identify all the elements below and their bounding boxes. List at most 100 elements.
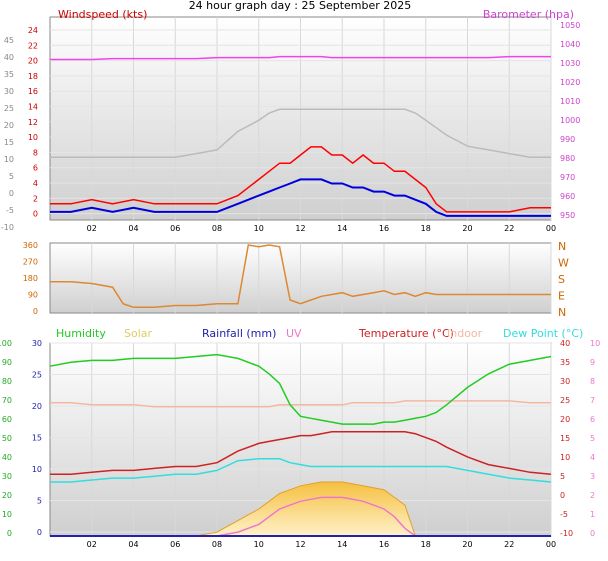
windspeed-tick-label: 18 (28, 72, 38, 81)
temperature-tick-label: 0 (9, 189, 14, 198)
direction-degree-label: 180 (23, 274, 38, 283)
x-tick-label: 04 (128, 540, 138, 549)
temperature-tick-label: 40 (4, 53, 14, 62)
compass-label: N (558, 240, 566, 253)
wind-direction-series (50, 244, 551, 309)
rain-tick-label: 20 (32, 402, 42, 411)
x-tick-label: 08 (212, 224, 222, 233)
x-tick-label: 06 (170, 224, 180, 233)
uv-tick-label: 7 (590, 396, 595, 405)
humidity-tick-label: 50 (2, 434, 12, 443)
uv-tick-label: 0 (590, 529, 595, 538)
uv-tick-label: 10 (590, 339, 600, 348)
compass-label: W (558, 257, 569, 270)
uv-tick-label: 8 (590, 377, 595, 386)
temperature-tick-label: 0 (560, 491, 565, 500)
windspeed-tick-label: 20 (28, 57, 38, 66)
barometer-tick-label: 1050 (560, 21, 580, 30)
rain-tick-label: 10 (32, 465, 42, 474)
humidity-tick-label: 30 (2, 472, 12, 481)
chart-title: 24 hour graph day : 25 September 2025 (189, 0, 412, 12)
temperature-tick-label: 45 (4, 36, 14, 45)
humidity-tick-label: 90 (2, 358, 12, 367)
compass-label: N (558, 306, 566, 319)
x-tick-label: 06 (170, 540, 180, 549)
x-tick-label: 16 (379, 540, 389, 549)
legend-solar: Solar (124, 327, 153, 340)
temperature-line (50, 431, 552, 475)
windspeed-tick-label: 2 (33, 194, 38, 203)
humidity-tick-label: 70 (2, 396, 12, 405)
temperature-tick-label: 35 (4, 70, 14, 79)
x-tick-label: 10 (254, 224, 264, 233)
temperature-tick-label: -10 (1, 223, 14, 232)
x-tick-label: 12 (295, 224, 305, 233)
windspeed-tick-label: 16 (28, 87, 38, 96)
temperature-tick-label: 40 (560, 339, 570, 348)
temperature-tick-label: 10 (4, 155, 14, 164)
x-tick-label: 00 (546, 224, 556, 233)
windspeed-tick-label: 24 (28, 26, 38, 35)
temperature-tick-label: 25 (4, 104, 14, 113)
dew-point-line (50, 458, 552, 483)
windspeed-tick-label: 8 (33, 148, 38, 157)
x-tick-label: 18 (421, 224, 431, 233)
wind-baro-grid: 02 04 06 08 10 12 14 16 18 20 22 00 (50, 17, 556, 233)
barometer-tick-label: 1030 (560, 59, 580, 68)
x-tick-label: 14 (337, 540, 347, 549)
x-tick-label: 04 (128, 224, 138, 233)
temperature-tick-label: -5 (6, 206, 14, 215)
barometer-tick-label: 990 (560, 135, 575, 144)
rain-tick-label: 0 (37, 528, 42, 537)
uv-tick-label: 5 (590, 434, 595, 443)
direction-degree-label: 360 (23, 241, 38, 250)
humidity-tick-label: 40 (2, 453, 12, 462)
temperature-tick-label: 30 (560, 377, 570, 386)
windspeed-line (50, 178, 551, 217)
x-tick-label: 20 (462, 540, 472, 549)
temperature-tick-label: 10 (560, 453, 570, 462)
windspeed-tick-label: 14 (28, 103, 38, 112)
temperature-tick-label: 35 (560, 358, 570, 367)
uv-tick-label: 6 (590, 415, 595, 424)
uv-tick-label: 2 (590, 491, 595, 500)
direction-degree-label: 0 (33, 307, 38, 316)
barometer-label: Barometer (hpa) (483, 8, 574, 21)
legend-dewpoint: Dew Point (°C) (503, 327, 583, 340)
temperature-tick-label: 30 (4, 87, 14, 96)
uv-tick-label: 3 (590, 472, 595, 481)
humidity-line (49, 353, 552, 425)
wind-direction-grid (91, 243, 552, 313)
humidity-tick-label: 100 (0, 339, 12, 348)
temperature-tick-label: -10 (560, 529, 573, 538)
barometer-tick-label: 950 (560, 211, 575, 220)
barometer-tick-label: 1020 (560, 78, 580, 87)
legend-uv: UV (286, 327, 302, 340)
rain-tick-label: 25 (32, 371, 42, 380)
temperature-tick-label: 15 (560, 434, 570, 443)
x-tick-label: 10 (254, 540, 264, 549)
barometer-tick-label: 1000 (560, 116, 580, 125)
direction-degree-label: 90 (28, 291, 38, 300)
x-tick-label: 20 (462, 224, 472, 233)
temperature-tick-label: 5 (560, 472, 565, 481)
temp-humidity-grid: 02 04 06 08 10 12 14 16 18 20 22 00 (50, 342, 556, 549)
temperature-tick-label: 20 (4, 121, 14, 130)
direction-degree-label: 270 (23, 258, 38, 267)
barometer-tick-label: 970 (560, 173, 575, 182)
humidity-tick-label: 0 (7, 529, 12, 538)
rain-tick-label: 30 (32, 339, 42, 348)
temperature-tick-label: -5 (560, 510, 568, 519)
x-tick-label: 14 (337, 224, 347, 233)
legend-rainfall: Rainfall (mm) (202, 327, 276, 340)
compass-label: S (558, 273, 565, 286)
humidity-tick-label: 10 (2, 510, 12, 519)
x-tick-label: 02 (87, 224, 97, 233)
temperature-tick-label: 20 (560, 415, 570, 424)
x-tick-label: 02 (87, 540, 97, 549)
compass-label: E (558, 290, 565, 303)
gust-line (50, 146, 551, 213)
wind-baro-ticks: 242220181614121086420454035302520151050-… (1, 21, 580, 232)
